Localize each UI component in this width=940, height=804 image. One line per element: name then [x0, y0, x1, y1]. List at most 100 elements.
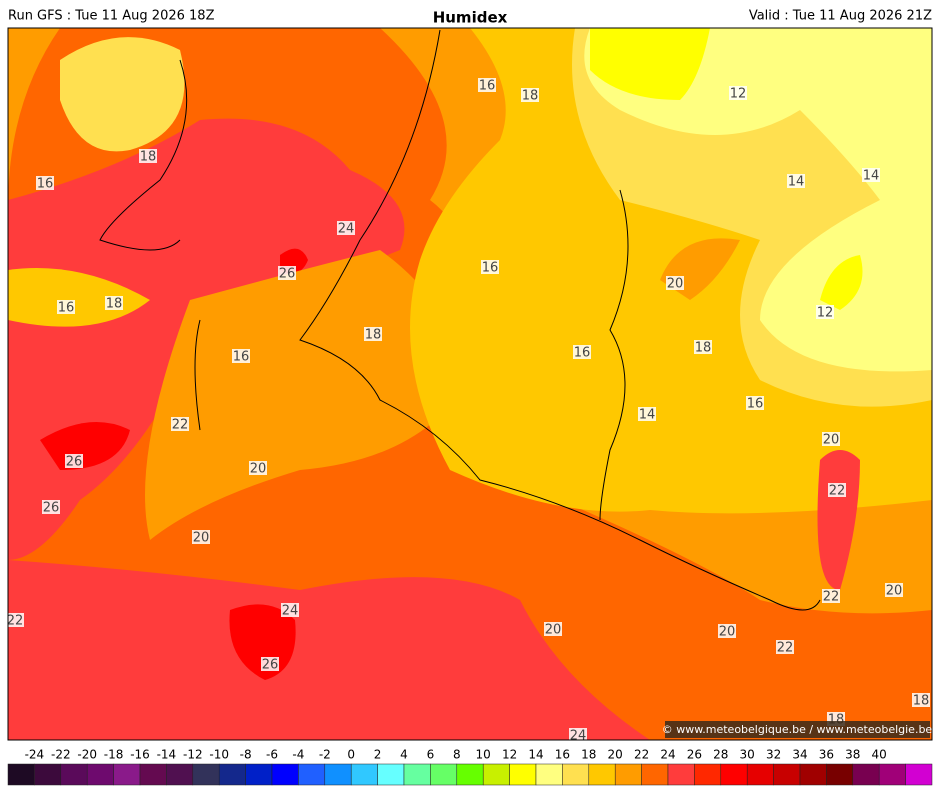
valid-info: Valid : Tue 11 Aug 2026 21Z — [749, 9, 932, 24]
colorbar-swatch — [298, 763, 326, 786]
contour-label-box — [544, 622, 562, 636]
colorbar-swatch — [218, 763, 246, 786]
colorbar-tick-label: 34 — [792, 748, 807, 762]
contour-label: 14 — [863, 169, 880, 184]
colorbar-tick-label: -6 — [266, 748, 278, 762]
contour-label-box — [573, 345, 591, 359]
colorbar-tick-label: 16 — [555, 748, 570, 762]
colorbar-tick-label: -14 — [157, 748, 177, 762]
colorbar-swatch — [667, 763, 695, 786]
colorbar-tick-label: 18 — [581, 748, 596, 762]
contour-label-box — [278, 266, 296, 280]
contour-label: 22 — [7, 614, 24, 629]
colorbar-tick-label: 14 — [528, 748, 543, 762]
contour-label-box — [8, 613, 24, 627]
contour-label-box — [787, 174, 805, 188]
contour-label-box — [192, 530, 210, 544]
colorbar-swatch — [60, 763, 88, 786]
colorbar-tick-label: -22 — [51, 748, 71, 762]
contour-label-box — [65, 454, 83, 468]
contour-label: 16 — [747, 397, 764, 412]
colorbar-swatch — [192, 763, 220, 786]
contour-label-box — [42, 500, 60, 514]
colorbar-swatch — [641, 763, 669, 786]
contour-label: 18 — [365, 328, 382, 343]
colorbar-tick-label: 40 — [872, 748, 887, 762]
colorbar-swatch — [720, 763, 748, 786]
contour-label-box — [816, 305, 834, 319]
colorbar-tick-label: -18 — [104, 748, 124, 762]
colorbar-tick-label: 2 — [374, 748, 382, 762]
contour-label-box — [694, 340, 712, 354]
contour-label-box — [569, 728, 587, 740]
map-title: Humidex — [433, 9, 508, 27]
colorbar-tick-label: 32 — [766, 748, 781, 762]
contour-label-box — [364, 327, 382, 341]
colorbar-tick-label: -12 — [183, 748, 203, 762]
colorbar-swatch — [139, 763, 167, 786]
copyright: © www.meteobelgique.be / www.meteobelgie… — [662, 723, 933, 736]
colorbar-tick-label: 30 — [740, 748, 755, 762]
contour-label-box — [337, 221, 355, 235]
contour-label-box — [885, 583, 903, 597]
colorbar-tick-label: -20 — [77, 748, 97, 762]
contour-label: 22 — [172, 418, 189, 433]
contour-label-box — [638, 407, 656, 421]
contour-label: 20 — [545, 623, 562, 638]
contour-label: 20 — [886, 584, 903, 599]
run-info: Run GFS : Tue 11 Aug 2026 18Z — [8, 9, 215, 24]
colorbar-tick-label: -2 — [319, 748, 331, 762]
contour-label-box — [249, 461, 267, 475]
colorbar-tick-label: 22 — [634, 748, 649, 762]
colorbar-swatch — [562, 763, 590, 786]
contour-label-box — [862, 168, 880, 182]
contour-label: 24 — [338, 222, 355, 237]
map-frame — [7, 27, 933, 741]
colorbar-swatch — [456, 763, 484, 786]
contour-label-box — [478, 78, 496, 92]
colorbar-swatch — [430, 763, 458, 786]
contour-label: 20 — [667, 277, 684, 292]
contour-label: 26 — [66, 455, 83, 470]
colorbar-swatch — [905, 763, 933, 786]
contour-label: 22 — [823, 590, 840, 605]
contour-label: 26 — [279, 267, 296, 282]
contour-label-box — [139, 149, 157, 163]
contour-label-box — [912, 693, 930, 707]
contour-label: 16 — [479, 79, 496, 94]
colorbar-swatch — [535, 763, 563, 786]
colorbar-swatch — [271, 763, 299, 786]
colorbar-swatch — [324, 763, 352, 786]
contour-label-box — [822, 432, 840, 446]
contour-label-box — [521, 88, 539, 102]
colorbar-tick-label: -8 — [240, 748, 252, 762]
contour-label-box — [105, 296, 123, 310]
contour-label-box — [281, 603, 299, 617]
contour-label: 12 — [817, 306, 834, 321]
colorbar-tick-label: -24 — [25, 748, 45, 762]
contour-label: 22 — [829, 484, 846, 499]
colorbar-tick-label: 0 — [347, 748, 355, 762]
contour-label: 12 — [730, 87, 747, 102]
contour-label: 24 — [282, 604, 299, 619]
contour-label-box — [776, 640, 794, 654]
contour-label: 14 — [639, 408, 656, 423]
contour-label-box — [481, 260, 499, 274]
contour-label: 26 — [262, 658, 279, 673]
colorbar-swatch — [245, 763, 273, 786]
colorbar-tick-label: 38 — [845, 748, 860, 762]
colorbar-swatch — [350, 763, 378, 786]
contour-label: 18 — [522, 89, 539, 104]
contour-label-box — [171, 417, 189, 431]
colorbar-swatch — [7, 763, 35, 786]
colorbar-swatch — [773, 763, 801, 786]
colorbar-swatch — [588, 763, 616, 786]
contour-label: 24 — [570, 729, 587, 744]
colorbar-swatch — [799, 763, 827, 786]
contour-label: 16 — [58, 301, 75, 316]
contour-label: 16 — [37, 177, 54, 192]
contour-label: 18 — [140, 150, 157, 165]
contour-label: 18 — [913, 694, 930, 709]
contour-label-box — [729, 86, 747, 100]
colorbar-swatch — [878, 763, 906, 786]
